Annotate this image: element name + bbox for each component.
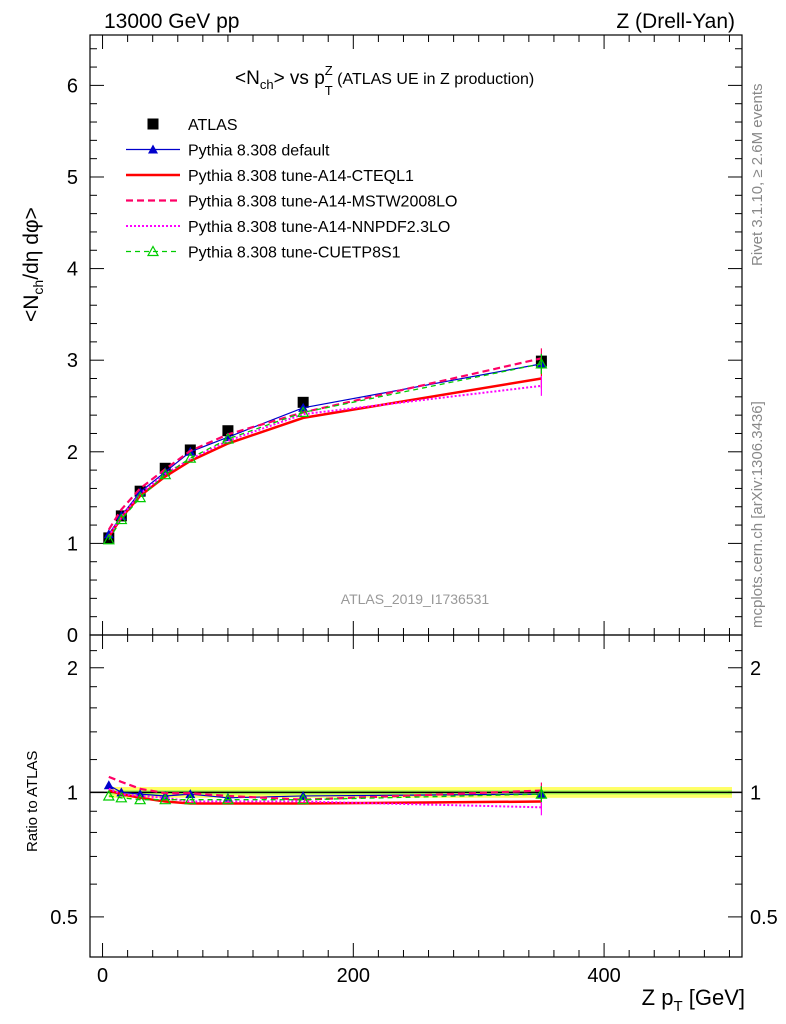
- ratio-x-axis: 0 200 400: [97, 635, 730, 987]
- ratio-y-tick-label-right: 0.5: [750, 907, 778, 929]
- data-point: [184, 451, 197, 463]
- legend-label: ATLAS: [188, 117, 238, 134]
- legend-marker: [148, 144, 158, 154]
- ylabel-pre: <N: [20, 295, 43, 322]
- main-y-tick-label: 3: [67, 350, 78, 372]
- ratio-point: [134, 793, 147, 805]
- ylabel-post: /dη dφ>: [20, 207, 43, 280]
- ratio-y-tick-label-left: 1: [67, 782, 78, 804]
- main-y-tick-label: 4: [67, 259, 78, 281]
- legend-label: Pythia 8.308 tune-A14-NNPDF2.3LO: [188, 219, 450, 236]
- legend-label: Pythia 8.308 tune-A14-CTEQL1: [188, 168, 414, 185]
- ratio-y-tick-label-left: 2: [67, 658, 78, 680]
- ratio-point: [221, 793, 234, 805]
- header-left: 13000 GeV pp: [104, 10, 239, 33]
- ratio-panel: 0.5 0.5 1 1 2 2 0 200 400 Ratio to ATLAS Z pT […: [24, 634, 778, 1015]
- legend-label: Pythia 8.308 tune-CUETP8S1: [188, 245, 401, 262]
- analysis-watermark: ATLAS_2019_I1736531: [341, 591, 490, 607]
- legend-entry: Pythia 8.308 default: [126, 143, 330, 160]
- legend-label: Pythia 8.308 tune-A14-MSTW2008LO: [188, 194, 457, 211]
- header-right: Z (Drell-Yan): [616, 10, 735, 33]
- ratio-y-tick-label-right: 2: [750, 658, 761, 680]
- ratio-y-tick-label-left: 0.5: [50, 907, 78, 929]
- main-x-axis: [102, 35, 730, 635]
- x-tick-label: 0: [97, 965, 108, 987]
- chart-title-sub1: ch: [260, 77, 274, 92]
- ratio-point: [184, 793, 197, 805]
- ratio-point: [102, 789, 115, 801]
- legend-entry: Pythia 8.308 tune-CUETP8S1: [126, 245, 401, 262]
- legend-entry: Pythia 8.308 tune-A14-MSTW2008LO: [126, 194, 457, 211]
- ratio-uncertainty-band: [90, 787, 742, 798]
- main-y-tick-label: 6: [67, 75, 78, 97]
- chart-title-sub2: T: [325, 83, 333, 98]
- main-series-group: [102, 348, 548, 545]
- main-y-tick-label: 1: [67, 533, 78, 555]
- side-label-bottom: mcplots.cern.ch [arXiv:1306.3436]: [749, 401, 766, 628]
- x-tick-label: 200: [337, 965, 370, 987]
- ratio-y-axis: 0.5 0.5 1 1 2 2: [50, 650, 778, 929]
- series-4: [107, 375, 542, 537]
- xlabel-pre: Z p: [642, 985, 674, 1010]
- xlabel-post: [GeV]: [683, 985, 745, 1010]
- data-point: [221, 432, 234, 444]
- side-label-top: Rivet 3.1.10, ≥ 2.6M events: [749, 84, 766, 267]
- ratio-point: [297, 793, 310, 805]
- ratio-series-4: [102, 786, 548, 805]
- data-point: [159, 468, 172, 480]
- main-y-tick-label: 0: [67, 625, 78, 647]
- legend-marker: [147, 118, 159, 130]
- series-5: [102, 353, 548, 545]
- series-line: [107, 377, 542, 538]
- legend-entry: Pythia 8.308 tune-A14-NNPDF2.3LO: [126, 219, 450, 236]
- ratio-series-line: [108, 787, 542, 809]
- legend-entry: ATLAS: [147, 117, 238, 134]
- data-point: [102, 533, 115, 545]
- chart-title-post: (ATLAS UE in Z production): [333, 71, 535, 88]
- main-y-tick-label: 2: [67, 442, 78, 464]
- chart-title-mid: > vs p: [274, 68, 325, 89]
- data-point: [297, 406, 310, 418]
- ratio-frame: [89, 634, 743, 958]
- legend-entry: Pythia 8.308 tune-A14-CTEQL1: [126, 168, 414, 185]
- ratio-series-group: [102, 775, 548, 816]
- chart-title: <Nch> vs pZ T (ATLAS UE in Z production): [235, 63, 534, 98]
- data-point: [115, 513, 128, 525]
- ratio-series-line: [108, 784, 542, 799]
- x-tick-label: 400: [587, 965, 620, 987]
- ratio-y-axis-label: Ratio to ATLAS: [24, 751, 41, 852]
- main-y-axis: 0 1 2 3 4 5 6: [67, 48, 742, 647]
- data-point: [134, 491, 147, 503]
- series-line: [107, 357, 542, 531]
- chart-title-sup: Z: [325, 63, 333, 78]
- main-y-tick-label: 5: [67, 167, 78, 189]
- ratio-series-line: [108, 775, 542, 801]
- series-1: [103, 353, 547, 539]
- legend-marker: [146, 245, 160, 257]
- chart-title-pre: <N: [235, 68, 260, 89]
- series-0: [103, 355, 547, 544]
- xlabel-sub: T: [673, 998, 682, 1015]
- ratio-series-line: [108, 793, 542, 801]
- data-point: [297, 396, 309, 408]
- series-line: [108, 363, 542, 541]
- ratio-point: [159, 793, 172, 805]
- ratio-point: [103, 780, 114, 790]
- main-y-axis-label: <Nch/dη dφ>: [20, 207, 46, 322]
- ratio-y-tick-label-right: 1: [750, 782, 761, 804]
- data-point: [222, 425, 234, 437]
- legend-label: Pythia 8.308 default: [188, 143, 330, 160]
- x-axis-label: Z pT [GeV]: [642, 985, 745, 1015]
- ylabel-sub: ch: [30, 280, 46, 295]
- ratio-point: [115, 791, 128, 803]
- legend: ATLAS Pythia 8.308 default Pythia 8.308 tu…: [126, 117, 457, 262]
